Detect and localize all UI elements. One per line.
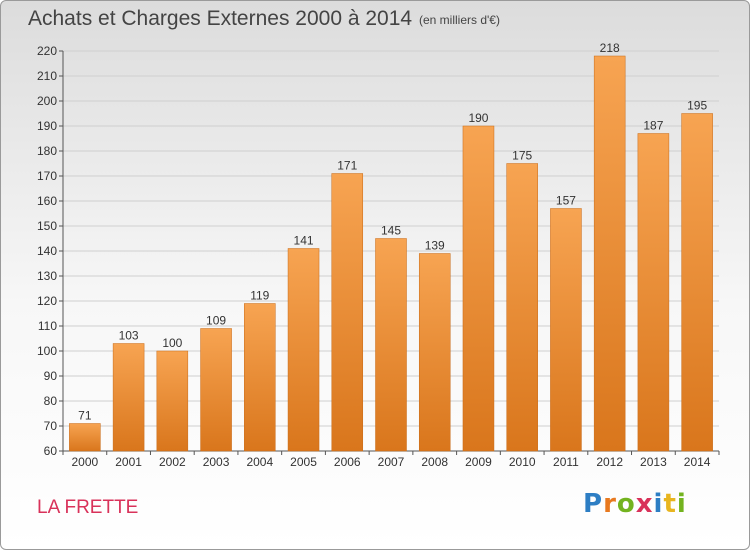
y-tick-label: 220 <box>37 44 57 58</box>
x-tick-label: 2009 <box>465 455 492 469</box>
y-tick-label: 190 <box>37 119 57 133</box>
x-tick-label: 2014 <box>684 455 711 469</box>
y-tick-label: 110 <box>38 319 57 333</box>
bar-value-label: 139 <box>425 239 445 253</box>
bar-2000 <box>69 423 101 452</box>
bar-value-label: 103 <box>119 329 139 343</box>
bar-value-label: 190 <box>468 111 488 125</box>
x-tick-label: 2007 <box>378 455 405 469</box>
bar-2003 <box>200 328 232 452</box>
bar-value-label: 71 <box>78 409 92 423</box>
bar-value-label: 100 <box>162 336 182 350</box>
bar-value-label: 141 <box>294 234 314 248</box>
chart-subtitle: (en milliers d'€) <box>419 13 500 27</box>
x-tick-label: 2004 <box>246 455 273 469</box>
bar-2007 <box>375 238 407 452</box>
y-tick-label: 80 <box>44 394 58 408</box>
bar-value-label: 175 <box>512 149 532 163</box>
x-tick-label: 2003 <box>203 455 230 469</box>
chart-title: Achats et Charges Externes 2000 à 2014 <box>28 7 413 30</box>
x-tick-label: 2013 <box>640 455 667 469</box>
bar-2009 <box>462 125 495 452</box>
x-tick-label: 2006 <box>334 455 361 469</box>
y-tick-label: 60 <box>44 444 58 458</box>
bar-2012 <box>593 55 626 452</box>
y-tick-label: 150 <box>37 219 57 233</box>
x-tick-label: 2008 <box>421 455 448 469</box>
bar-2005 <box>287 248 320 452</box>
y-tick-label: 170 <box>37 169 57 183</box>
bar-value-label: 157 <box>556 194 576 208</box>
y-tick-label: 90 <box>44 369 58 383</box>
x-tick-label: 2002 <box>159 455 186 469</box>
bar-2010 <box>506 163 538 452</box>
bar-value-label: 187 <box>643 119 663 133</box>
bar-value-label: 119 <box>250 289 269 303</box>
x-tick-label: 2012 <box>596 455 623 469</box>
bar-2001 <box>112 343 145 452</box>
y-tick-label: 140 <box>37 244 57 258</box>
y-tick-label: 180 <box>37 144 57 158</box>
bar-2004 <box>244 303 276 452</box>
y-tick-label: 70 <box>44 419 58 433</box>
y-tick-label: 200 <box>37 94 57 108</box>
bar-value-label: 109 <box>206 314 226 328</box>
bar-2011 <box>550 208 582 452</box>
bar-value-label: 145 <box>381 224 401 238</box>
bar-value-label: 195 <box>687 99 707 113</box>
bar-2006 <box>331 173 364 452</box>
x-tick-label: 2005 <box>290 455 317 469</box>
y-tick-label: 130 <box>37 269 57 283</box>
proxiti-logo: Proxiti <box>583 489 687 519</box>
x-tick-label: 2001 <box>115 455 142 469</box>
x-tick-label: 2011 <box>553 455 579 469</box>
bar-2014 <box>681 113 713 452</box>
y-tick-label: 100 <box>37 344 57 358</box>
y-tick-label: 120 <box>37 294 57 308</box>
bar-value-label: 218 <box>600 41 620 55</box>
x-tick-label: 2010 <box>509 455 536 469</box>
y-tick-label: 160 <box>37 194 57 208</box>
y-tick-label: 210 <box>37 69 57 83</box>
bar-2013 <box>637 133 670 452</box>
bar-2002 <box>156 350 189 452</box>
x-tick-label: 2000 <box>72 455 99 469</box>
bar-2008 <box>418 253 451 452</box>
bar-value-label: 171 <box>337 159 357 173</box>
location-label: LA FRETTE <box>37 497 139 518</box>
